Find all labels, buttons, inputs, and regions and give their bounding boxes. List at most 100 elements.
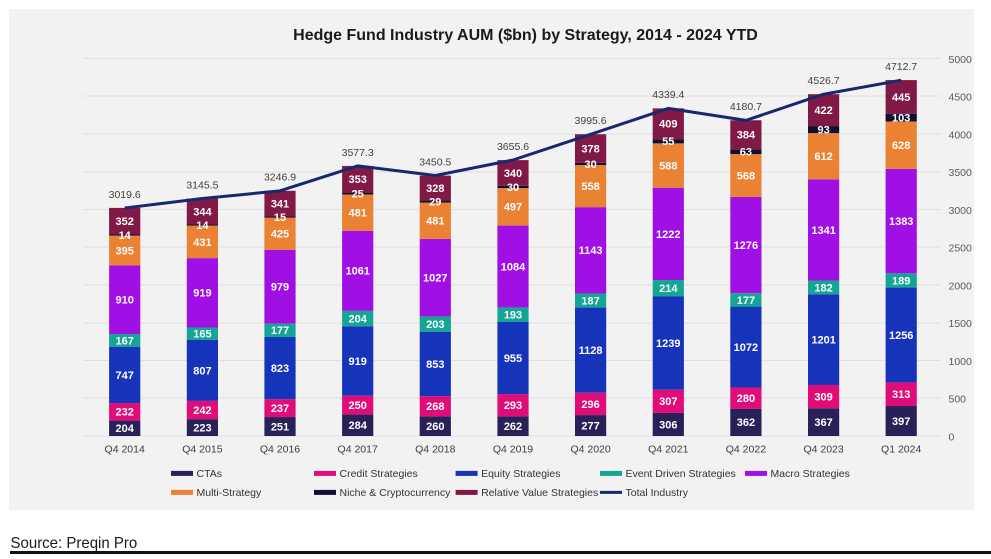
svg-text:1072: 1072: [734, 342, 758, 354]
svg-text:823: 823: [271, 363, 289, 375]
svg-text:1256: 1256: [889, 330, 913, 342]
svg-text:93: 93: [817, 125, 829, 137]
svg-text:4712.7: 4712.7: [885, 61, 917, 73]
svg-text:0: 0: [949, 431, 955, 443]
svg-text:Q4 2021: Q4 2021: [648, 444, 688, 456]
svg-text:497: 497: [504, 202, 522, 214]
svg-text:910: 910: [116, 295, 134, 307]
svg-text:Q4 2020: Q4 2020: [570, 444, 610, 456]
svg-text:1000: 1000: [949, 356, 973, 368]
svg-text:313: 313: [892, 389, 910, 401]
svg-text:165: 165: [193, 329, 211, 341]
svg-text:445: 445: [892, 92, 910, 104]
svg-text:2000: 2000: [949, 280, 973, 292]
svg-text:397: 397: [892, 416, 910, 428]
svg-text:395: 395: [116, 245, 134, 257]
svg-text:223: 223: [193, 423, 211, 435]
svg-text:250: 250: [349, 400, 367, 412]
svg-text:3577.3: 3577.3: [342, 147, 374, 159]
svg-text:1276: 1276: [734, 240, 758, 252]
svg-text:4180.7: 4180.7: [730, 101, 762, 113]
svg-text:5000: 5000: [949, 54, 973, 66]
svg-text:328: 328: [426, 183, 444, 195]
svg-text:568: 568: [737, 170, 755, 182]
svg-text:4000: 4000: [949, 129, 973, 141]
svg-text:Q4 2014: Q4 2014: [105, 444, 145, 456]
svg-text:481: 481: [426, 216, 444, 228]
svg-text:Q4 2017: Q4 2017: [338, 444, 378, 456]
svg-text:Credit Strategies: Credit Strategies: [340, 468, 418, 480]
svg-text:340: 340: [504, 168, 522, 180]
svg-text:55: 55: [662, 136, 674, 148]
svg-text:3500: 3500: [949, 167, 973, 179]
svg-text:Q4 2015: Q4 2015: [182, 444, 222, 456]
svg-text:1201: 1201: [811, 335, 835, 347]
svg-text:1500: 1500: [949, 318, 973, 330]
svg-text:500: 500: [949, 394, 967, 406]
svg-text:30: 30: [584, 159, 596, 171]
svg-text:955: 955: [504, 353, 522, 365]
svg-text:Q4 2016: Q4 2016: [260, 444, 300, 456]
svg-text:422: 422: [814, 105, 832, 117]
svg-text:558: 558: [581, 181, 599, 193]
svg-text:214: 214: [659, 283, 678, 295]
svg-text:280: 280: [737, 393, 755, 405]
svg-text:2500: 2500: [949, 243, 973, 255]
svg-text:409: 409: [659, 119, 677, 131]
svg-text:187: 187: [581, 295, 599, 307]
svg-text:807: 807: [193, 365, 211, 377]
svg-text:1061: 1061: [345, 266, 369, 278]
svg-text:296: 296: [581, 399, 599, 411]
svg-text:203: 203: [426, 319, 444, 331]
svg-text:1239: 1239: [656, 338, 680, 350]
svg-text:481: 481: [349, 208, 367, 220]
svg-text:277: 277: [581, 420, 599, 432]
svg-text:612: 612: [814, 151, 832, 163]
svg-text:182: 182: [814, 282, 832, 294]
svg-text:Q4 2022: Q4 2022: [726, 444, 766, 456]
svg-text:Q4 2019: Q4 2019: [493, 444, 533, 456]
svg-text:177: 177: [271, 325, 289, 337]
svg-text:353: 353: [349, 174, 367, 186]
svg-text:3000: 3000: [949, 205, 973, 217]
svg-text:177: 177: [737, 295, 755, 307]
svg-text:14: 14: [196, 220, 209, 232]
svg-text:4339.4: 4339.4: [652, 89, 684, 101]
svg-text:747: 747: [116, 370, 134, 382]
svg-text:1383: 1383: [889, 216, 913, 228]
svg-text:3145.5: 3145.5: [186, 180, 218, 192]
svg-text:1027: 1027: [423, 273, 447, 285]
svg-text:29: 29: [429, 196, 441, 208]
svg-text:919: 919: [349, 356, 367, 368]
svg-text:Q4 2018: Q4 2018: [415, 444, 455, 456]
svg-text:63: 63: [740, 147, 752, 159]
svg-text:284: 284: [349, 420, 368, 432]
svg-text:237: 237: [271, 403, 289, 415]
svg-text:3019.6: 3019.6: [109, 189, 141, 201]
svg-text:Macro Strategies: Macro Strategies: [771, 468, 850, 480]
svg-text:588: 588: [659, 161, 677, 173]
svg-text:384: 384: [737, 130, 756, 142]
svg-text:189: 189: [892, 275, 910, 287]
svg-text:25: 25: [352, 188, 364, 200]
svg-text:262: 262: [504, 421, 522, 433]
svg-text:307: 307: [659, 396, 677, 408]
svg-text:4500: 4500: [949, 92, 973, 104]
svg-text:979: 979: [271, 282, 289, 294]
svg-text:30: 30: [507, 182, 519, 194]
svg-text:352: 352: [116, 216, 134, 228]
svg-text:14: 14: [119, 230, 132, 242]
svg-text:293: 293: [504, 400, 522, 412]
svg-text:204: 204: [349, 314, 368, 326]
svg-text:Q1 2024: Q1 2024: [881, 444, 921, 456]
svg-text:3450.5: 3450.5: [419, 157, 451, 169]
svg-text:268: 268: [426, 401, 444, 413]
svg-text:Equity Strategies: Equity Strategies: [481, 468, 560, 480]
svg-text:1341: 1341: [811, 225, 835, 237]
svg-text:260: 260: [426, 421, 444, 433]
svg-text:232: 232: [116, 407, 134, 419]
svg-text:1143: 1143: [579, 245, 603, 257]
svg-text:3246.9: 3246.9: [264, 172, 296, 184]
svg-text:Niche & Cryptocurrency: Niche & Cryptocurrency: [340, 487, 452, 499]
svg-text:Event Driven Strategies: Event Driven Strategies: [626, 468, 736, 480]
